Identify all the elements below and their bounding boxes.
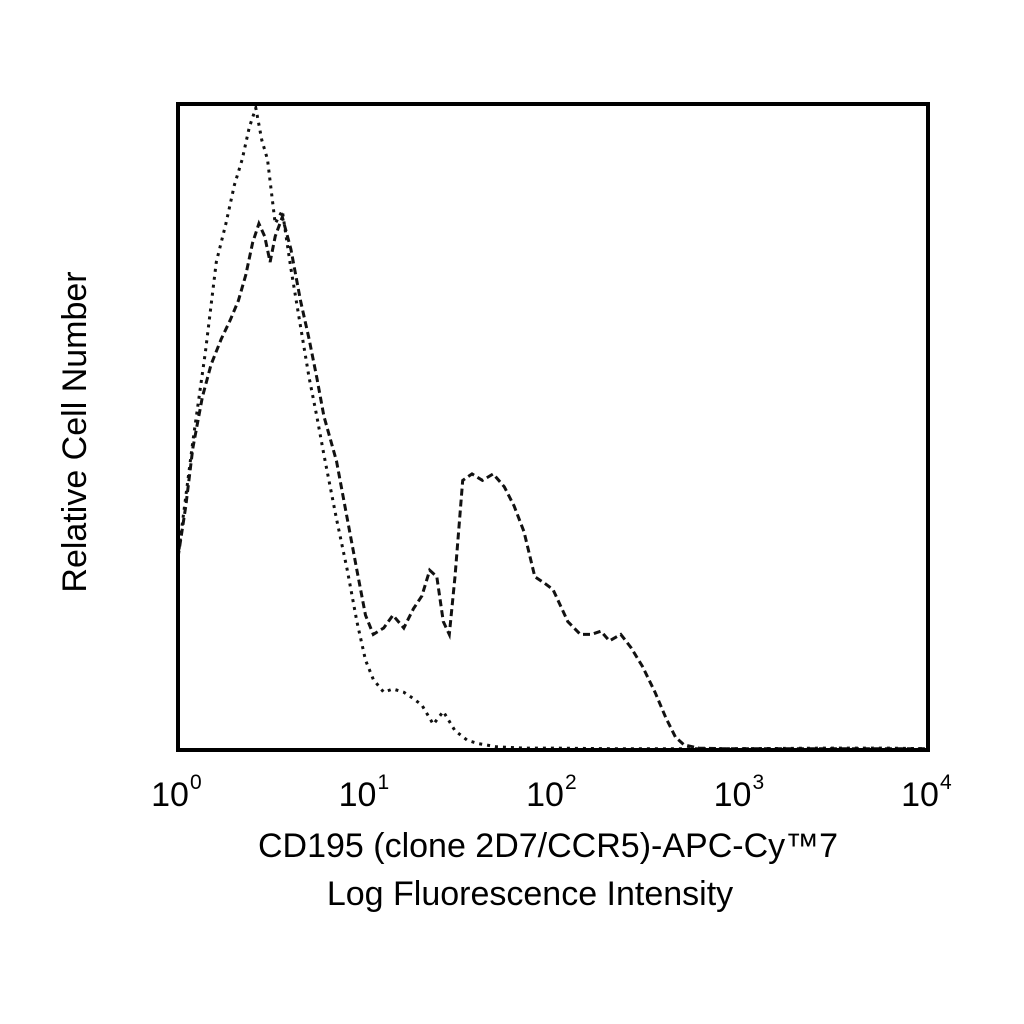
x-axis-label-line1: CD195 (clone 2D7/CCR5)-APC-Cy™7 (258, 827, 838, 865)
x-tick-exponent: 0 (190, 771, 202, 794)
y-axis-label: Relative Cell Number (56, 271, 94, 592)
x-tick-exponent: 1 (378, 771, 390, 794)
plot-frame (176, 102, 930, 752)
x-tick-label: 10 1 (339, 771, 390, 814)
x-tick-base: 10 (151, 776, 189, 814)
x-tick-exponent: 2 (565, 771, 577, 794)
x-tick-base: 10 (714, 776, 752, 814)
x-tick-base: 10 (901, 776, 939, 814)
x-tick-labels: 10 0 10 1 10 2 10 3 10 4 (151, 771, 952, 814)
x-axis-label-line2: Log Fluorescence Intensity (327, 875, 733, 913)
x-tick-exponent: 4 (940, 771, 952, 794)
x-tick-label: 10 4 (901, 771, 952, 814)
x-tick-label: 10 2 (526, 771, 577, 814)
x-tick-label: 10 0 (151, 771, 202, 814)
series-line-2 (176, 212, 928, 751)
x-tick-base: 10 (526, 776, 564, 814)
x-tick-exponent: 3 (753, 771, 765, 794)
x-tick-base: 10 (339, 776, 377, 814)
x-tick-label: 10 3 (714, 771, 765, 814)
